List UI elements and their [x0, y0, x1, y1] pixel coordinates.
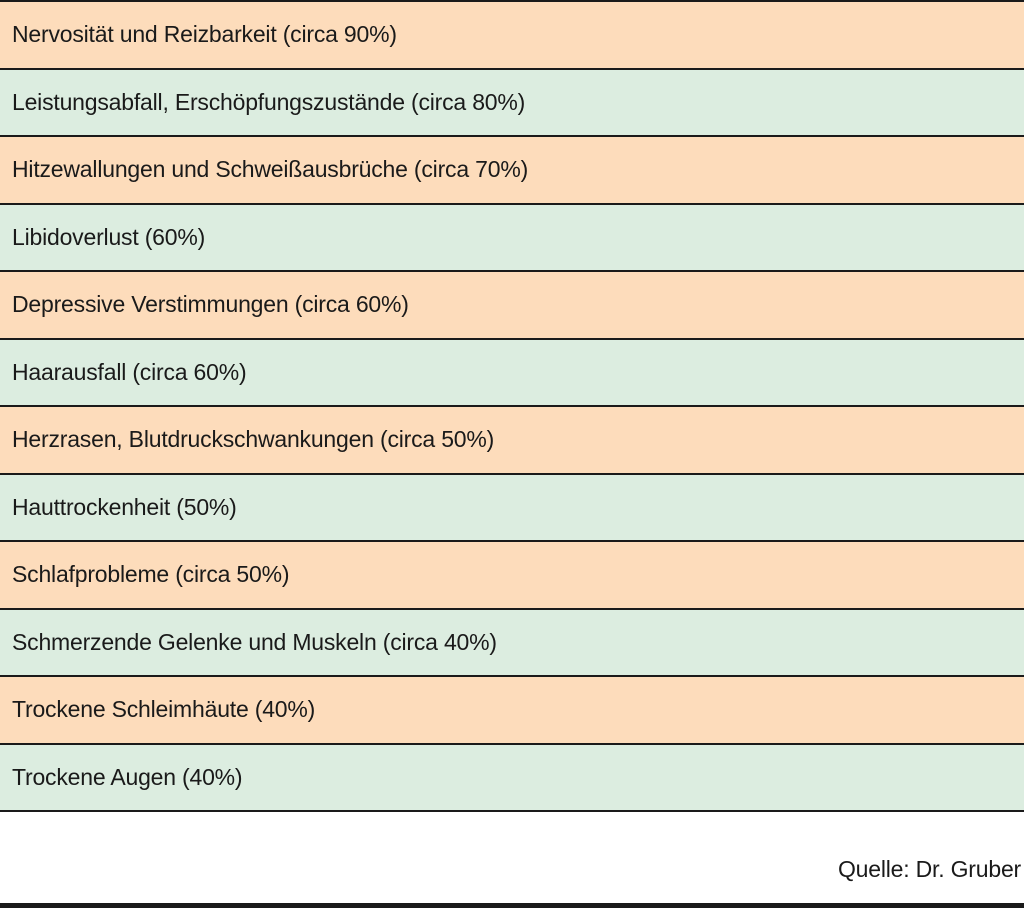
row-label: Trockene Augen (40%) [12, 763, 243, 790]
row-label: Libidoverlust (60%) [12, 223, 206, 250]
table-row: Leistungsabfall, Erschöpfungszustände (c… [0, 69, 1024, 137]
row-label: Haarausfall (circa 60%) [12, 358, 247, 385]
table-row: Herzrasen, Blutdruckschwankungen (circa … [0, 407, 1024, 475]
table-row: Libidoverlust (60%) [0, 204, 1024, 272]
row-label: Depressive Verstimmungen (circa 60%) [12, 291, 409, 318]
table-row: Trockene Schleimhäute (40%) [0, 677, 1024, 745]
row-label: Hauttrockenheit (50%) [12, 493, 237, 520]
bottom-divider [0, 903, 1024, 908]
row-label: Schlafprobleme (circa 50%) [12, 561, 290, 588]
row-label: Nervosität und Reizbarkeit (circa 90%) [12, 21, 397, 48]
symptom-table: Nervosität und Reizbarkeit (circa 90%) L… [0, 0, 1024, 812]
table-row: Hauttrockenheit (50%) [0, 474, 1024, 542]
table-row: Hitzewallungen und Schweißausbrüche (cir… [0, 137, 1024, 205]
row-label: Schmerzende Gelenke und Muskeln (circa 4… [12, 628, 497, 655]
row-label: Hitzewallungen und Schweißausbrüche (cir… [12, 156, 529, 183]
row-label: Herzrasen, Blutdruckschwankungen (circa … [12, 426, 495, 453]
table-row: Nervosität und Reizbarkeit (circa 90%) [0, 2, 1024, 70]
row-label: Leistungsabfall, Erschöpfungszustände (c… [12, 88, 526, 115]
source-credit: Quelle: Dr. Gruber [837, 856, 1021, 882]
row-label: Trockene Schleimhäute (40%) [12, 696, 316, 723]
table-row: Schmerzende Gelenke und Muskeln (circa 4… [0, 609, 1024, 677]
table-row: Schlafprobleme (circa 50%) [0, 542, 1024, 610]
table-row: Depressive Verstimmungen (circa 60%) [0, 272, 1024, 340]
table-row: Trockene Augen (40%) [0, 744, 1024, 812]
table-row: Haarausfall (circa 60%) [0, 339, 1024, 407]
